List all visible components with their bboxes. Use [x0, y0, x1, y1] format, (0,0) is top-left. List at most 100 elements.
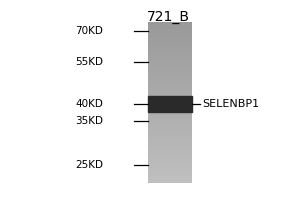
Bar	[148, 137, 192, 139]
Bar	[148, 150, 192, 152]
Bar	[148, 153, 192, 154]
Bar	[148, 113, 192, 114]
Bar	[148, 166, 192, 168]
Bar	[148, 178, 192, 180]
Bar	[148, 131, 192, 133]
Bar	[148, 175, 192, 177]
Bar	[148, 157, 192, 158]
Bar	[148, 117, 192, 118]
Bar	[148, 57, 192, 59]
Text: 721_B: 721_B	[146, 10, 190, 24]
Bar	[148, 47, 192, 49]
Bar	[148, 145, 192, 147]
Bar	[148, 50, 192, 52]
Bar	[148, 94, 192, 96]
Bar	[148, 54, 192, 56]
Text: 25KD: 25KD	[75, 160, 103, 170]
Bar	[148, 121, 192, 122]
Bar	[148, 161, 192, 163]
Bar	[148, 174, 192, 176]
Bar	[148, 67, 192, 69]
Bar	[148, 125, 192, 127]
Bar	[148, 82, 192, 84]
Bar	[148, 59, 192, 61]
Bar	[148, 93, 192, 94]
Bar	[148, 29, 192, 30]
Bar	[148, 99, 192, 101]
Bar	[148, 146, 192, 148]
Bar	[148, 167, 192, 169]
Bar	[148, 83, 192, 85]
Bar	[148, 89, 192, 90]
Bar	[148, 122, 192, 124]
Bar	[148, 102, 192, 104]
Bar	[148, 97, 192, 98]
Bar	[148, 155, 192, 157]
Bar	[148, 27, 192, 29]
Bar	[148, 135, 192, 137]
Bar	[148, 41, 192, 43]
Bar	[148, 96, 192, 112]
Bar	[148, 71, 192, 73]
Bar	[148, 118, 192, 120]
Bar	[148, 151, 192, 153]
Bar	[148, 43, 192, 45]
Bar	[148, 62, 192, 64]
Bar	[148, 163, 192, 165]
Bar	[148, 66, 192, 68]
Bar	[148, 74, 192, 76]
Bar	[148, 69, 192, 71]
Bar	[148, 126, 192, 128]
Bar	[148, 25, 192, 26]
Bar	[148, 101, 192, 102]
Bar	[148, 46, 192, 48]
Bar	[148, 127, 192, 129]
Bar	[148, 37, 192, 38]
Bar	[148, 171, 192, 173]
Bar	[148, 42, 192, 44]
Bar	[148, 142, 192, 144]
Bar	[148, 70, 192, 72]
Bar	[148, 110, 192, 112]
Bar	[148, 143, 192, 145]
Bar	[148, 31, 192, 33]
Bar	[148, 35, 192, 37]
Bar	[148, 22, 192, 24]
Bar	[148, 63, 192, 65]
Bar	[148, 78, 192, 80]
Bar	[148, 34, 192, 36]
Bar	[148, 45, 192, 46]
Bar	[148, 170, 192, 172]
Bar	[148, 49, 192, 50]
Bar	[148, 30, 192, 32]
Bar	[148, 109, 192, 110]
Bar	[148, 149, 192, 150]
Bar	[148, 107, 192, 109]
Bar	[148, 158, 192, 160]
Bar	[148, 33, 192, 34]
Bar	[148, 181, 192, 183]
Bar	[148, 105, 192, 106]
Bar	[148, 91, 192, 93]
Bar	[148, 79, 192, 81]
Bar	[148, 129, 192, 130]
Bar	[148, 26, 192, 28]
Bar	[148, 90, 192, 92]
Bar	[148, 159, 192, 161]
Bar	[148, 86, 192, 88]
Bar	[148, 138, 192, 140]
Bar	[148, 73, 192, 74]
Bar	[148, 154, 192, 156]
Bar	[148, 81, 192, 82]
Bar	[148, 162, 192, 164]
Bar	[148, 123, 192, 125]
Text: 40KD: 40KD	[75, 99, 103, 109]
Bar	[148, 114, 192, 116]
Bar	[148, 177, 192, 178]
Bar	[148, 77, 192, 78]
Bar	[148, 65, 192, 66]
Bar	[148, 130, 192, 132]
Bar	[148, 173, 192, 174]
Bar	[148, 139, 192, 141]
Bar	[148, 39, 192, 41]
